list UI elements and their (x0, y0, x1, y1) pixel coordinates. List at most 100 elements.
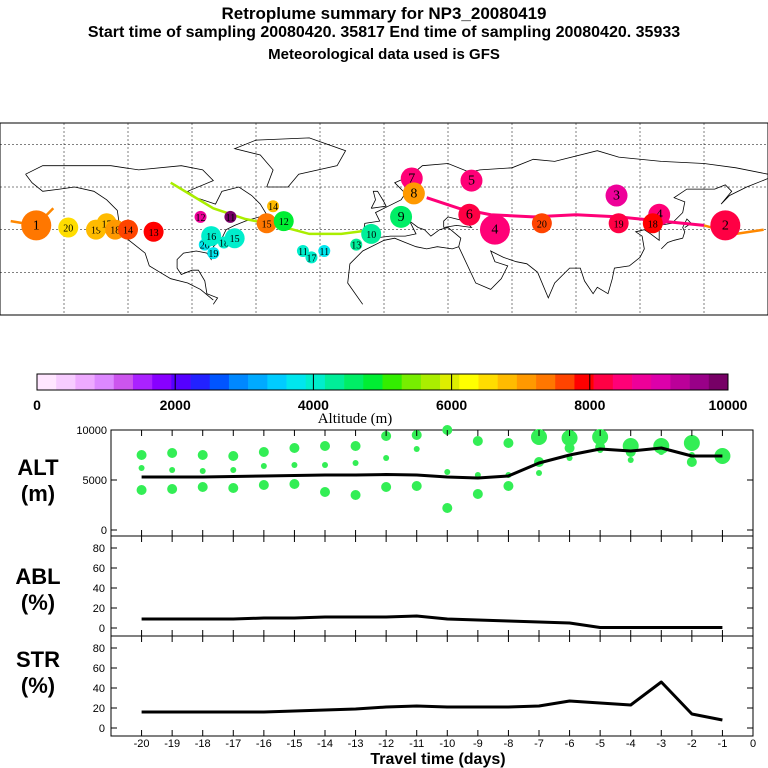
alt-panel-label: ALT (17, 455, 59, 480)
time-series-panels: ALT (m) 0 5000 10000 ABL (%) 0 20 40 60 80 STR… (15, 425, 756, 768)
alt-bubble (228, 451, 239, 461)
colorbar-cell (56, 374, 76, 390)
alt-bubble (197, 450, 208, 460)
plume-point-label: 20 (200, 241, 210, 252)
x-tick-label: -4 (626, 738, 636, 750)
plume-point-label: 2 (722, 218, 729, 233)
abl-y-tick-label: 40 (93, 583, 105, 595)
colorbar-cell (555, 374, 575, 390)
x-tick-label: -11 (409, 738, 424, 750)
colorbar-cell (440, 374, 460, 390)
str-line (141, 680, 723, 722)
colorbar-tick-label: 4000 (298, 397, 329, 413)
str-panel-label: STR (16, 647, 60, 672)
map-graticule (0, 123, 768, 315)
coastline (362, 150, 768, 239)
alt-bubble (136, 485, 147, 495)
plume-point-label: 14 (268, 202, 278, 213)
plume-point-label: 17 (306, 253, 316, 264)
colorbar-cell (94, 374, 115, 390)
plume-point (605, 184, 628, 207)
colorbar-cell (516, 374, 537, 390)
x-tick-label: -8 (504, 738, 514, 750)
alt-bubble (230, 467, 237, 473)
plume-point (224, 228, 245, 249)
colorbar-cell (113, 374, 134, 390)
plume-point (460, 169, 483, 192)
str-y-axis: 0 20 40 60 80 (93, 643, 753, 735)
alt-mean-series (141, 446, 723, 480)
alt-y-tick-label: 10000 (76, 425, 107, 437)
str-y-tick-label: 20 (93, 703, 105, 715)
panels-frame (110, 429, 754, 737)
alt-bubble (383, 455, 390, 461)
coastline (370, 190, 387, 209)
plume-point (207, 247, 220, 260)
plume-point-label: 19 (614, 219, 624, 230)
colorbar-cell (593, 374, 614, 390)
colorbar-cell (459, 374, 479, 390)
colorbar-cell (382, 374, 402, 390)
met-data-note: Meteorological data used is GFS (268, 46, 500, 63)
alt-bubble (320, 487, 330, 497)
abl-y-axis: 0 20 40 60 80 (93, 543, 753, 635)
alt-bubble (658, 449, 665, 455)
plume-point-label: 18 (110, 226, 120, 237)
colorbar-cell (632, 374, 652, 390)
colorbar-tick-label: 10000 (709, 397, 748, 413)
colorbar-cell (344, 374, 364, 390)
alt-bubbles (136, 425, 731, 513)
alt-bubble (199, 468, 206, 474)
x-axis-label: Travel time (days) (370, 751, 505, 768)
colorbar-cell (497, 374, 518, 390)
x-tick-label: -1 (718, 738, 728, 750)
abl-panel: ABL (%) 0 20 40 60 80 (15, 543, 753, 635)
x-tick-label: -5 (595, 738, 605, 750)
alt-bubble (686, 457, 697, 467)
colorbar-cell (228, 374, 249, 390)
plume-point-label: 19 (208, 249, 218, 260)
colorbar-cell (536, 374, 556, 390)
altitude-colorbar: 0 2000 4000 6000 8000 10000 Altitude (m) (33, 373, 748, 427)
alt-bubble (167, 484, 178, 494)
alt-bubble (169, 467, 176, 473)
x-tick-label: 0 (750, 738, 756, 750)
plume-point (608, 213, 629, 234)
colorbar-cell (420, 374, 441, 390)
plume-point (201, 226, 222, 247)
x-tick-label: -9 (473, 738, 483, 750)
colorbar-tick-label: 6000 (436, 397, 467, 413)
alt-bubble (536, 470, 542, 476)
alt-bubble (197, 482, 208, 492)
abl-panel-unit: (%) (21, 590, 55, 615)
colorbar-cell (248, 374, 268, 390)
plume-point (267, 200, 280, 213)
plume-point (273, 211, 294, 232)
str-series (141, 680, 723, 722)
plume-point-label: 7 (408, 171, 415, 186)
alt-bubble (442, 503, 453, 513)
plume-point-label: 11 (226, 213, 236, 224)
alt-bubble (531, 429, 547, 445)
alt-bubble (136, 450, 147, 460)
colorbar-cell (171, 374, 191, 390)
abl-series (141, 614, 723, 629)
x-tick-label: -15 (286, 738, 302, 750)
alt-bubble (627, 457, 634, 463)
colorbar-cell (209, 374, 230, 390)
alt-bubble (228, 483, 239, 493)
colorbar-cell (267, 374, 287, 390)
str-y-tick-label: 40 (93, 683, 105, 695)
colorbar-cells (37, 374, 729, 390)
colorbar-cell (401, 374, 422, 390)
plume-point (710, 210, 741, 241)
alt-bubble (258, 480, 269, 490)
plume-point (390, 205, 413, 228)
plume-point-label: 14 (123, 226, 133, 237)
x-tick-label: -20 (134, 738, 150, 750)
plume-point-label: 20 (63, 224, 73, 235)
x-tick-label: -10 (439, 738, 455, 750)
plume-point-label: 11 (298, 247, 308, 258)
x-tick-label: -13 (348, 738, 364, 750)
